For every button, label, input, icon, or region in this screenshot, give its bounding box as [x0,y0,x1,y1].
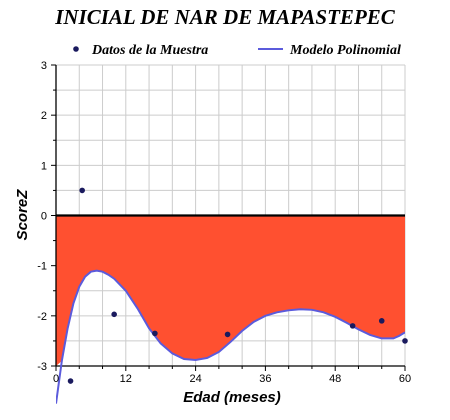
y-tick-label: -1 [37,261,47,273]
model-curve [56,269,405,404]
legend-marker-sample [73,46,79,52]
data-point [224,331,231,338]
y-tick-label: -2 [37,311,47,323]
plot-area: 3 2 1 0 -1 -2 -3 0 12 24 36 48 60 [37,60,411,404]
x-tick-label: 0 [53,373,59,385]
model-fill-area [56,215,405,366]
data-point [402,338,408,344]
y-tick-label: -3 [37,361,47,373]
x-tick-label: 60 [399,373,411,385]
x-tick-label: 12 [120,373,132,385]
x-tick-label: 48 [329,373,341,385]
y-tick-label: 0 [41,211,47,223]
legend-label-sample: Datos de la Muestra [91,43,208,58]
x-tick-label: 24 [189,373,201,385]
y-tick-label: 1 [41,160,47,172]
x-axis-title: Edad (meses) [183,389,281,406]
data-point [349,323,356,329]
y-tick-label: 3 [41,60,47,72]
data-point [111,311,117,318]
legend: Datos de la Muestra Modelo Polinomial [73,43,401,58]
y-axis-title: ScoreZ [14,189,31,241]
x-tick-label: 36 [259,373,271,385]
data-point [67,378,74,384]
chart-title: INICIAL DE NAR DE MAPASTEPEC [54,5,396,29]
data-point [79,187,85,194]
data-point [378,318,385,324]
y-tick-label: 2 [41,110,47,122]
legend-label-model: Modelo Polinomial [289,43,401,58]
data-point [152,330,158,337]
